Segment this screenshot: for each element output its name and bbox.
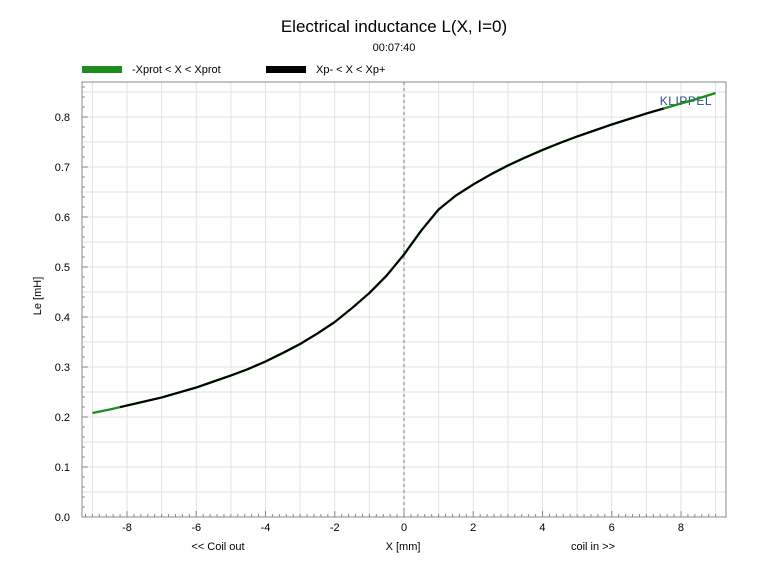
y-tick-label: 0.1 [55,462,70,474]
x-tick-label: 4 [539,522,545,534]
x-tick-label: -4 [261,522,271,534]
x-axis-label: X [mm] [386,541,421,553]
y-axis-label: Le [mH] [32,277,44,316]
chart-title: Electrical inductance L(X, I=0) [281,17,507,36]
x-tick-label: -8 [122,522,132,534]
x-tick-label: 6 [609,522,615,534]
x-tick-label: -6 [191,522,201,534]
legend-label-series-1: Xp- < X < Xp+ [316,64,385,76]
legend-swatch-series-1 [266,66,306,73]
minor-ticks [82,86,717,518]
plot-frame [81,81,727,518]
y-tick-label: 0.2 [55,412,70,424]
legend-swatch-series-0 [82,66,122,73]
y-tick-label: 0.0 [55,512,70,524]
series-line-1 [119,107,664,409]
y-tick-label: 0.7 [55,162,70,174]
x-tick-label: 2 [470,522,476,534]
legend-label-series-0: -Xprot < X < Xprot [132,64,221,76]
legend: -Xprot < X < Xprot Xp- < X < Xp+ [82,64,385,76]
y-tick-label: 0.3 [55,362,70,374]
x-tick-labels: -8 -6 -4 -2 0 2 4 6 8 [122,522,684,534]
series [92,91,716,415]
x-tick-label: 0 [401,522,407,534]
x-tick-label: -2 [330,522,340,534]
x-tick-label: 8 [678,522,684,534]
y-tick-label: 0.5 [55,262,70,274]
y-tick-label: 0.6 [55,212,70,224]
chart-subtitle: 00:07:40 [373,42,416,54]
y-tick-label: 0.8 [55,112,70,124]
y-tick-label: 0.4 [55,312,70,324]
y-tick-labels: 0.0 0.1 0.2 0.3 0.4 0.5 0.6 0.7 0.8 [55,112,70,524]
x-annotation-left: << Coil out [191,541,244,553]
x-annotation-right: coil in >> [571,541,615,553]
